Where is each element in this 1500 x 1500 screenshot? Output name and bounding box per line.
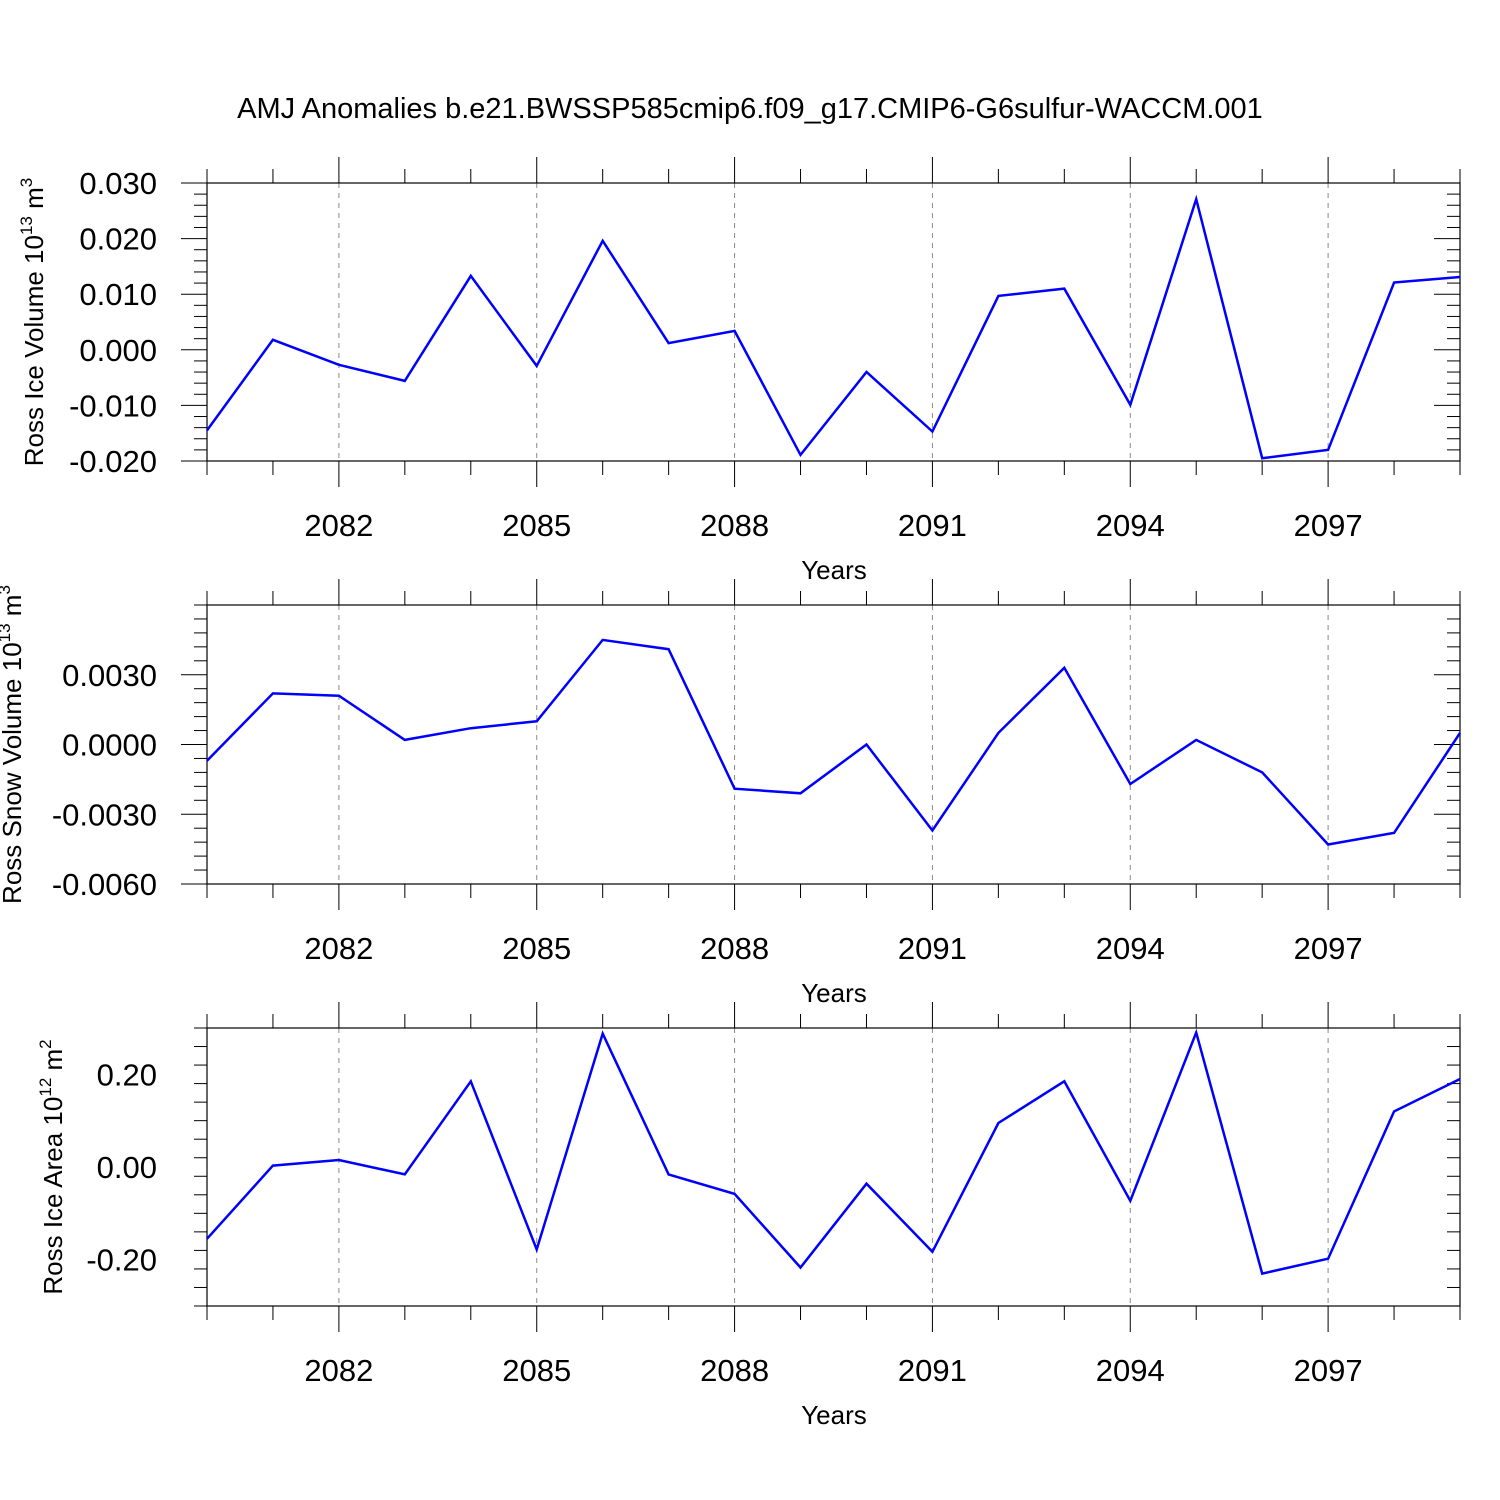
x-axis-label: Years: [801, 1400, 867, 1430]
x-tick-label: 2088: [700, 508, 769, 543]
y-axis-label-unit-exponent: 2: [36, 1039, 55, 1048]
chart-panel-3: 2082 2085 2088 2091 2094 2097 -0.20 0.00 0.20 Yea…: [36, 1002, 1461, 1430]
x-tick-label: 2094: [1096, 1353, 1165, 1388]
y-axis-label-unit: m: [0, 595, 27, 624]
y-tick-label: 0.000: [79, 333, 157, 368]
x-tick-label: 2085: [502, 1353, 571, 1388]
x-axis-label: Years: [801, 978, 867, 1008]
x-tick-label: 2097: [1294, 1353, 1363, 1388]
y-axis-label-unit: m: [19, 187, 49, 216]
y-tick-label: -0.0030: [52, 797, 157, 832]
figure-title: AMJ Anomalies b.e21.BWSSP585cmip6.f09_g1…: [237, 93, 1263, 125]
plot-frame: [206, 1027, 1461, 1307]
x-tick-label: 2082: [304, 931, 373, 966]
y-tick-label: 0.20: [97, 1057, 157, 1092]
chart-panel-2: 2082 2085 2088 2091 2094 2097 -0.0060 -0.0030 0.…: [0, 579, 1462, 1008]
x-tick-label: 2091: [898, 508, 967, 543]
plot-frame: [206, 604, 1461, 885]
y-tick-label: 0.0000: [62, 728, 157, 763]
y-axis-label-exponent: 12: [36, 1078, 55, 1097]
plot-frame: [206, 182, 1461, 462]
y-axis-label-text: Ross Ice Volume 10: [19, 235, 49, 466]
x-tick-label: 2097: [1294, 508, 1363, 543]
x-tick-label: 2088: [700, 931, 769, 966]
y-axis-label-text: Ross Snow Volume 10: [0, 642, 27, 904]
y-tick-label: -0.20: [86, 1243, 157, 1278]
y-axis-label: Ross Ice Volume 1013 m3: [17, 178, 49, 467]
y-axis-label: Ross Ice Area 1012 m2: [36, 1039, 68, 1294]
y-axis-label: Ross Snow Volume 1013 m3: [0, 585, 27, 904]
y-tick-label: -0.0060: [52, 867, 157, 902]
x-tick-label: 2091: [898, 931, 967, 966]
y-tick-label: -0.020: [69, 444, 157, 479]
y-tick-label: 0.030: [79, 166, 157, 201]
data-series-line: [206, 1028, 1461, 1276]
chart-panel-1: 2082 2085 2088 2091 2094 2097 -0.020 -0.010 0.00…: [17, 157, 1461, 585]
data-series-line: [205, 194, 1461, 460]
x-tick-label: 2094: [1096, 508, 1165, 543]
y-axis-label-unit-exponent: 3: [17, 178, 36, 187]
x-tick-label: 2085: [502, 931, 571, 966]
y-tick-label: 0.00: [97, 1150, 157, 1185]
x-tick-label: 2082: [304, 508, 373, 543]
data-series-line: [206, 638, 1462, 846]
x-tick-label: 2094: [1096, 931, 1165, 966]
x-axis-label: Years: [801, 555, 867, 585]
x-tick-label: 2088: [700, 1353, 769, 1388]
y-tick-label: 0.0030: [62, 658, 157, 693]
y-tick-label: -0.010: [69, 388, 157, 423]
y-axis-label-exponent: 13: [17, 216, 36, 235]
y-axis-label-unit: m: [38, 1049, 68, 1078]
y-axis-label-text: Ross Ice Area 10: [38, 1097, 68, 1295]
y-tick-label: 0.010: [79, 277, 157, 312]
x-tick-label: 2097: [1294, 931, 1363, 966]
y-tick-label: 0.020: [79, 222, 157, 257]
x-tick-label: 2082: [304, 1353, 373, 1388]
y-axis-label-unit-exponent: 3: [0, 585, 14, 594]
x-tick-label: 2085: [502, 508, 571, 543]
x-tick-label: 2091: [898, 1353, 967, 1388]
y-axis-label-exponent: 13: [0, 623, 14, 642]
